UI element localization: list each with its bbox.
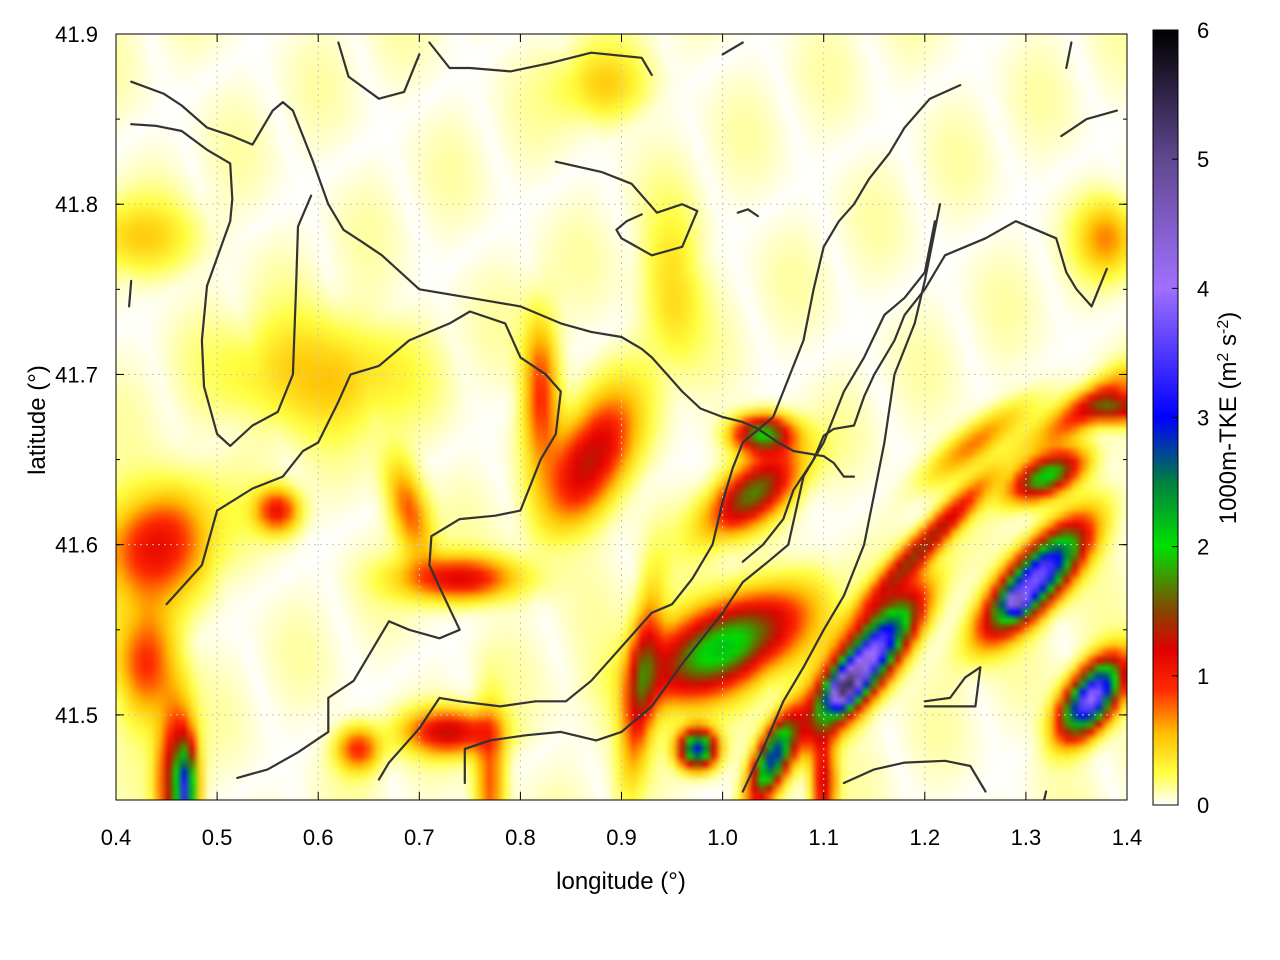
contour-line-1 bbox=[130, 80, 856, 478]
contour-line-15 bbox=[842, 759, 987, 793]
contour-line-11 bbox=[377, 84, 962, 781]
colorbar-tick-label: 2 bbox=[1197, 535, 1209, 560]
y-tick-label: 41.6 bbox=[55, 533, 98, 558]
x-tick-label: 0.8 bbox=[505, 825, 536, 850]
colorbar-ticks: 0 1 2 3 4 5 6 bbox=[1172, 18, 1209, 818]
x-axis: 0.4 0.5 0.6 0.7 0.8 0.9 1.0 1.1 1.2 1.3 1.4 bbox=[101, 34, 1143, 850]
y-axis-title: latitude (°) bbox=[24, 365, 51, 475]
x-tick-label: 0.6 bbox=[303, 825, 334, 850]
x-tick-label: 1.4 bbox=[1112, 825, 1143, 850]
x-tick-label: 1.1 bbox=[808, 825, 839, 850]
contour-line-10 bbox=[165, 310, 562, 779]
y-axis: 41.5 41.6 41.7 41.8 41.9 bbox=[55, 22, 1127, 801]
contour-line-12 bbox=[463, 220, 936, 785]
colorbar-tick-label: 0 bbox=[1197, 793, 1209, 818]
x-tick-label: 0.4 bbox=[101, 825, 132, 850]
contour-line-4 bbox=[428, 41, 653, 76]
contour-line-14 bbox=[923, 666, 982, 708]
contour-line-18 bbox=[1043, 790, 1048, 800]
contour-line-3 bbox=[337, 41, 421, 100]
x-tick-label: 1.3 bbox=[1011, 825, 1042, 850]
contour-line-17 bbox=[128, 279, 133, 308]
x-tick-label: 0.9 bbox=[606, 825, 637, 850]
grid bbox=[116, 34, 1127, 800]
y-tick-label: 41.9 bbox=[55, 22, 98, 47]
contour-line-16 bbox=[741, 220, 1108, 563]
contour-line-5 bbox=[554, 160, 699, 257]
colorbar-tick-label: 4 bbox=[1197, 276, 1209, 301]
colorbar-tick-label: 6 bbox=[1197, 18, 1209, 43]
x-tick-label: 1.0 bbox=[707, 825, 738, 850]
colorbar-title-base: 1000m-TKE (m bbox=[1215, 362, 1242, 525]
colorbar-tick-label: 5 bbox=[1197, 147, 1209, 172]
x-tick-label: 1.2 bbox=[910, 825, 941, 850]
contour-line-8 bbox=[1060, 109, 1118, 138]
contour-line-2 bbox=[130, 123, 313, 447]
colorbar-tick-label: 1 bbox=[1197, 664, 1209, 689]
colorbar-tick-label: 3 bbox=[1197, 406, 1209, 431]
contour-line-6 bbox=[721, 41, 744, 56]
colorbar: 0 1 2 3 4 5 6 1000m-TKE (m2 s-2) bbox=[1152, 18, 1243, 818]
x-tick-label: 0.7 bbox=[404, 825, 435, 850]
contour-lines bbox=[128, 41, 1118, 800]
x-axis-title: longitude (°) bbox=[556, 868, 686, 895]
colorbar-title-sup2: -2 bbox=[1215, 320, 1232, 334]
y-tick-label: 41.8 bbox=[55, 192, 98, 217]
y-tick-label: 41.7 bbox=[55, 362, 98, 387]
plot-area bbox=[116, 34, 1127, 800]
contour-line-9 bbox=[1065, 41, 1073, 70]
x-tick-label: 0.5 bbox=[202, 825, 233, 850]
colorbar-title-mid: s bbox=[1215, 334, 1242, 353]
contour-line-13 bbox=[741, 203, 942, 793]
contour-line-7 bbox=[736, 208, 760, 218]
y-tick-label: 41.5 bbox=[55, 703, 98, 728]
colorbar-title: 1000m-TKE (m2 s-2) bbox=[1215, 312, 1243, 525]
colorbar-title-end: ) bbox=[1215, 312, 1242, 320]
colorbar-title-sup1: 2 bbox=[1215, 353, 1232, 362]
